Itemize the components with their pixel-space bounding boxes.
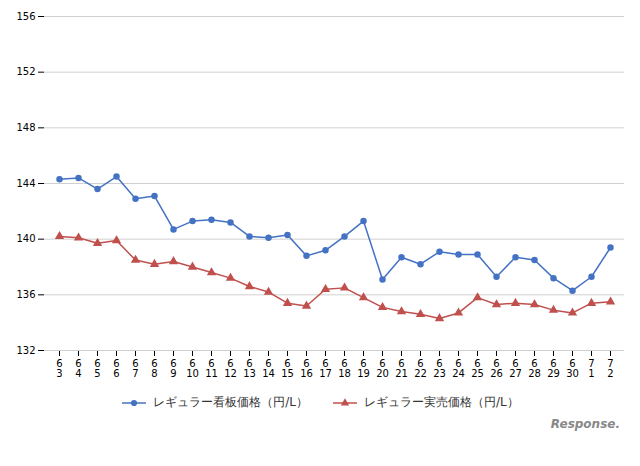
svg-text:72: 72 — [607, 358, 613, 379]
svg-text:69: 69 — [170, 358, 176, 379]
svg-text:620: 620 — [376, 358, 389, 379]
svg-text:611: 611 — [205, 358, 218, 379]
svg-text:140: 140 — [16, 233, 35, 244]
svg-text:71: 71 — [588, 358, 594, 379]
svg-text:626: 626 — [490, 358, 503, 379]
svg-text:610: 610 — [186, 358, 199, 379]
svg-text:156: 156 — [16, 11, 35, 22]
svg-text:621: 621 — [395, 358, 408, 379]
svg-text:148: 148 — [16, 122, 35, 133]
svg-text:63: 63 — [56, 358, 62, 379]
svg-text:64: 64 — [75, 358, 81, 379]
svg-text:144: 144 — [16, 178, 35, 189]
svg-text:68: 68 — [151, 358, 157, 379]
svg-text:622: 622 — [414, 358, 427, 379]
svg-text:625: 625 — [471, 358, 484, 379]
svg-text:613: 613 — [243, 358, 256, 379]
svg-text:623: 623 — [433, 358, 446, 379]
svg-text:66: 66 — [113, 358, 119, 379]
svg-text:615: 615 — [281, 358, 294, 379]
svg-text:616: 616 — [300, 358, 313, 379]
svg-text:132: 132 — [16, 345, 35, 356]
svg-text:618: 618 — [338, 358, 351, 379]
svg-text:152: 152 — [16, 66, 35, 77]
svg-text:136: 136 — [16, 289, 35, 300]
svg-text:612: 612 — [224, 358, 237, 379]
svg-text:628: 628 — [528, 358, 541, 379]
html-text:レギュラー実売価格（円/L）: レギュラー実売価格（円/L） — [364, 395, 519, 409]
svg-text:65: 65 — [94, 358, 100, 379]
svg-text:619: 619 — [357, 358, 370, 379]
svg-text:630: 630 — [566, 358, 579, 379]
svg-text:617: 617 — [319, 358, 332, 379]
svg-text:67: 67 — [132, 358, 138, 379]
html-text:Response.: Response. — [550, 417, 620, 431]
svg-text:624: 624 — [452, 358, 465, 379]
svg-text:629: 629 — [547, 358, 560, 379]
html-text:レギュラー看板価格（円/L）: レギュラー看板価格（円/L） — [153, 395, 308, 409]
svg-text:627: 627 — [509, 358, 522, 379]
svg-text:614: 614 — [262, 358, 275, 379]
